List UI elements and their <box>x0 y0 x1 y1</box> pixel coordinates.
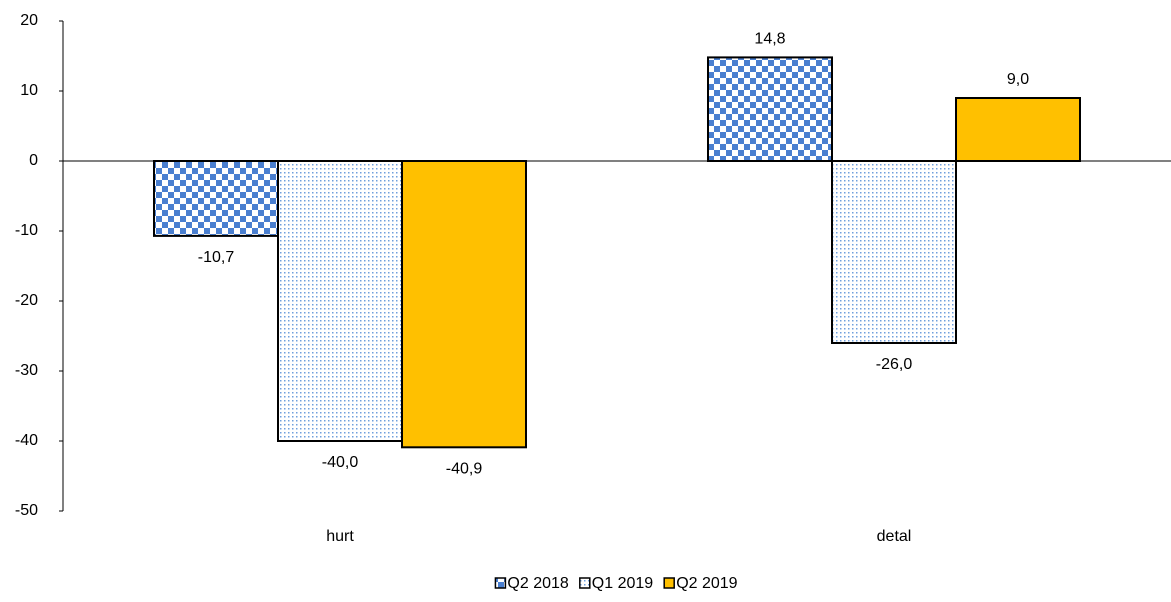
bar <box>153 160 279 237</box>
legend-marker <box>663 577 675 589</box>
y-tick-label: -30 <box>15 362 38 379</box>
legend-label: Q2 2019 <box>676 575 737 592</box>
y-tick-label: 10 <box>20 82 38 99</box>
bar <box>707 56 833 162</box>
bar <box>401 160 527 449</box>
legend-label: Q1 2019 <box>592 575 653 592</box>
bar <box>955 97 1081 162</box>
bar <box>277 160 403 442</box>
value-label: 14,8 <box>754 31 785 48</box>
bar <box>831 160 957 344</box>
y-tick-label: 20 <box>20 12 38 29</box>
legend-marker <box>579 577 591 589</box>
x-tick-label: hurt <box>326 528 354 545</box>
legend-marker <box>494 577 507 589</box>
legend-label: Q2 2018 <box>507 575 568 592</box>
value-label: 9,0 <box>1007 71 1029 88</box>
y-tick-label: -50 <box>15 502 38 519</box>
value-label: -26,0 <box>876 356 913 373</box>
value-label: -40,9 <box>446 461 483 478</box>
value-label: -10,7 <box>198 249 235 266</box>
y-tick-label: -10 <box>15 222 38 239</box>
value-label: -40,0 <box>322 454 359 471</box>
y-tick-label: -40 <box>15 432 38 449</box>
y-tick-label: 0 <box>29 152 38 169</box>
x-tick-label: detal <box>877 528 912 545</box>
y-tick-label: -20 <box>15 292 38 309</box>
